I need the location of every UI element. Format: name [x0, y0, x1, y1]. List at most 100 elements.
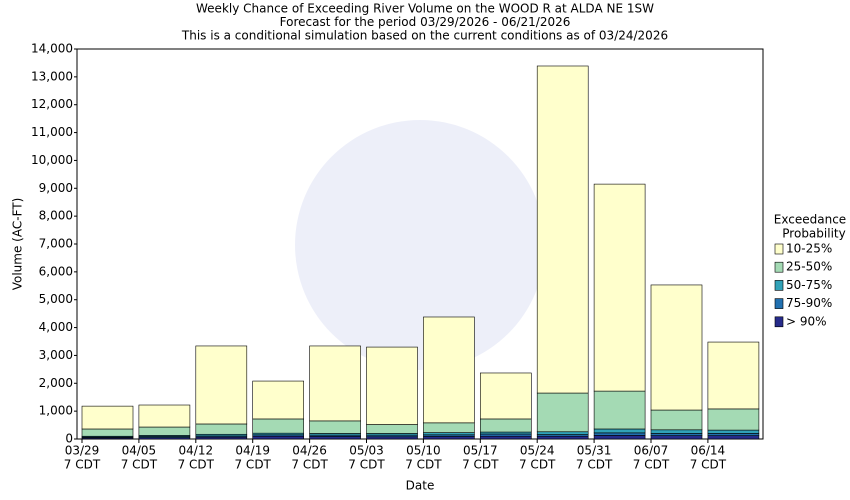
bar-segment — [707, 429, 760, 434]
chart-title: This is a conditional simulation based o… — [181, 29, 668, 43]
bar-segment — [252, 380, 304, 420]
y-tick-label: 4,000 — [39, 320, 73, 334]
legend-label: 25-50% — [786, 260, 832, 274]
legend-swatch — [774, 261, 784, 273]
x-tick-sublabel: 7 CDT — [462, 458, 499, 472]
bar-segment — [423, 316, 475, 424]
y-tick-label: 7,000 — [39, 237, 73, 251]
y-tick-label: 0 — [65, 432, 73, 446]
bar-segment — [536, 392, 589, 433]
y-tick-label: 13,000 — [31, 69, 73, 83]
x-tick-label: 05/24 — [520, 444, 555, 458]
x-tick-label: 06/07 — [634, 444, 669, 458]
bar-segment — [707, 433, 760, 436]
bar-segment — [423, 422, 475, 433]
y-tick-label: 6,000 — [39, 264, 73, 278]
bar-segment — [366, 424, 418, 434]
bar-segment — [650, 435, 703, 440]
bar-segment — [366, 346, 418, 425]
x-tick-label: 05/17 — [463, 444, 498, 458]
bar-segment — [309, 420, 361, 434]
x-tick-label: 05/03 — [349, 444, 384, 458]
bar-segment — [309, 345, 361, 422]
bar-segment — [423, 432, 475, 436]
chart-title: Forecast for the period 03/29/2026 - 06/… — [280, 15, 571, 29]
legend-label: 10-25% — [786, 242, 832, 256]
bar-segment — [81, 405, 134, 430]
y-tick-label: 9,000 — [39, 181, 73, 195]
bar-segment — [593, 390, 646, 430]
x-tick-sublabel: 7 CDT — [633, 458, 670, 472]
x-tick-sublabel: 7 CDT — [519, 458, 556, 472]
x-tick-label: 03/29 — [65, 444, 100, 458]
bar-segment — [479, 433, 532, 437]
x-tick-sublabel: 7 CDT — [291, 458, 328, 472]
bar-segment — [650, 284, 703, 411]
y-tick-label: 12,000 — [31, 97, 73, 111]
y-axis-label: Volume (AC-FT) — [11, 198, 25, 291]
x-tick-label: 04/26 — [292, 444, 327, 458]
y-tick-label: 11,000 — [31, 125, 73, 139]
bar-segment — [423, 436, 475, 440]
bar-segment — [650, 429, 703, 434]
bar-segment — [707, 435, 760, 440]
bar-segment — [650, 409, 703, 431]
legend-title: Exceedance — [774, 213, 846, 227]
y-tick-label: 2,000 — [39, 376, 73, 390]
x-tick-label: 05/10 — [406, 444, 441, 458]
x-tick-sublabel: 7 CDT — [690, 458, 727, 472]
bar-segment — [252, 418, 304, 434]
y-tick-label: 14,000 — [31, 42, 73, 56]
x-tick-sublabel: 7 CDT — [178, 458, 215, 472]
legend-swatch — [774, 316, 784, 328]
y-tick-label: 8,000 — [39, 209, 73, 223]
legend-label: > 90% — [786, 314, 827, 328]
bar-segment — [252, 435, 304, 440]
bar-segment — [593, 428, 646, 434]
x-tick-sublabel: 7 CDT — [348, 458, 385, 472]
bar-segment — [195, 423, 248, 435]
bar-segment — [138, 404, 191, 428]
bar-segment — [536, 65, 589, 394]
bar-segment — [479, 435, 532, 440]
x-tick-label: 05/31 — [577, 444, 612, 458]
bar-segment — [536, 435, 589, 440]
bar-segment — [650, 433, 703, 436]
bar-segment — [707, 341, 760, 410]
legend-swatch — [774, 280, 784, 291]
x-tick-label: 06/14 — [691, 444, 726, 458]
x-tick-sublabel: 7 CDT — [64, 458, 101, 472]
y-tick-label: 5,000 — [39, 292, 73, 306]
bar-segment — [479, 372, 532, 420]
bar-segment — [138, 426, 191, 436]
legend-title: Probability — [782, 227, 845, 241]
bar-segment — [479, 418, 532, 433]
legend-label: 50-75% — [786, 278, 832, 292]
x-tick-sublabel: 7 CDT — [234, 458, 271, 472]
bar-segment — [593, 435, 646, 440]
bar-segment — [707, 408, 760, 431]
y-tick-label: 3,000 — [39, 348, 73, 362]
y-tick-label: 10,000 — [31, 153, 73, 167]
legend-swatch — [774, 298, 784, 309]
x-tick-label: 04/05 — [122, 444, 157, 458]
chart-title: Weekly Chance of Exceeding River Volume … — [196, 2, 654, 16]
x-tick-sublabel: 7 CDT — [405, 458, 442, 472]
legend-label: 75-90% — [786, 296, 832, 310]
bar-segment — [309, 436, 361, 440]
x-tick-label: 04/19 — [235, 444, 270, 458]
y-tick-label: 1,000 — [39, 404, 73, 418]
bar-segment — [366, 436, 418, 440]
bar-segment — [536, 431, 589, 435]
bar-segment — [81, 428, 134, 437]
bar-segment — [593, 183, 646, 392]
x-tick-sublabel: 7 CDT — [576, 458, 613, 472]
watermark — [295, 120, 545, 370]
legend-swatch — [774, 243, 784, 255]
x-axis-label: Date — [406, 479, 435, 493]
bar-segment — [593, 432, 646, 436]
x-tick-sublabel: 7 CDT — [121, 458, 158, 472]
x-tick-label: 04/12 — [179, 444, 214, 458]
bar-segment — [195, 345, 248, 425]
